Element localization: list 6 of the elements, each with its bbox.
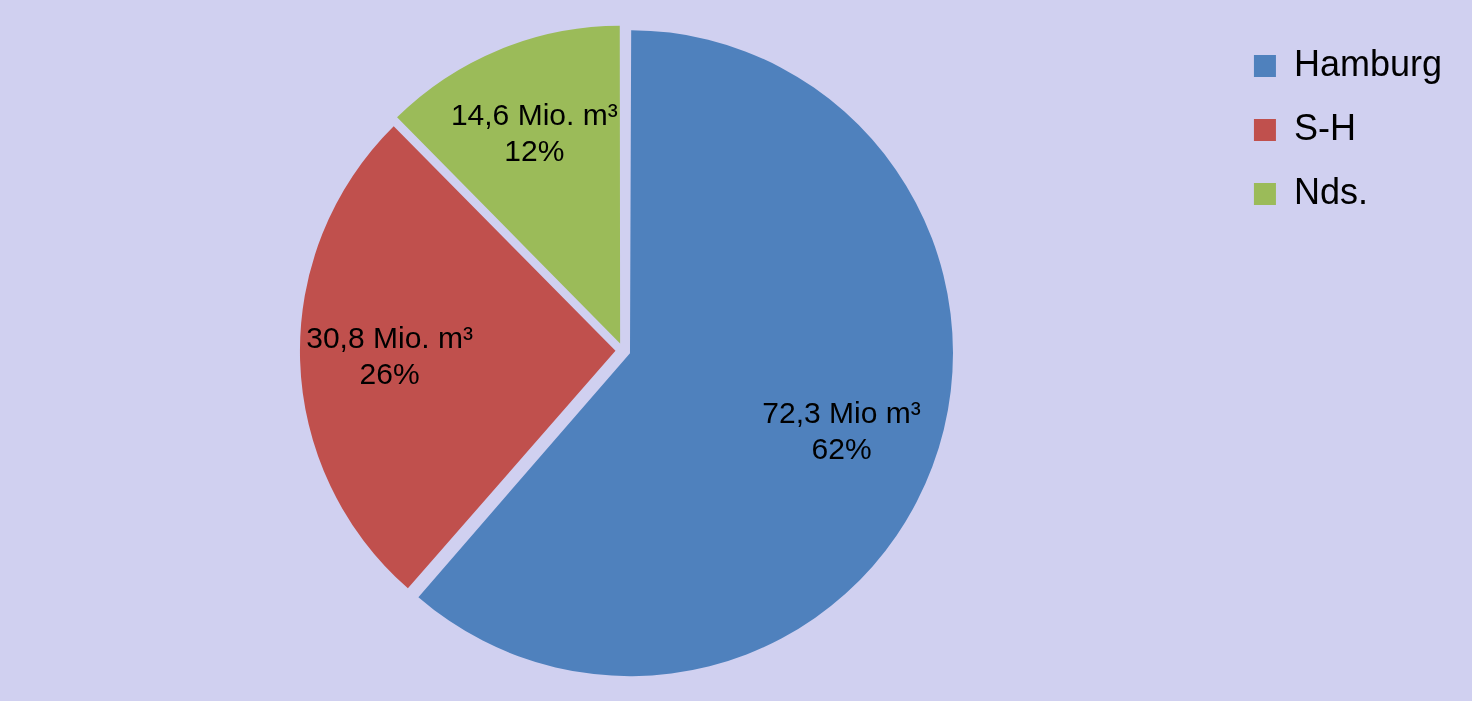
legend-label: Nds. [1293,170,1368,212]
data-label: 72,3 Mio m³ 62% [762,395,921,465]
data-label: 30,8 Mio. m³ 26% [306,320,473,390]
legend-label: Hamburg [1293,42,1442,84]
legend-label: S-H [1293,106,1356,148]
data-label: 14,6 Mio. m³ 12% [450,97,618,167]
